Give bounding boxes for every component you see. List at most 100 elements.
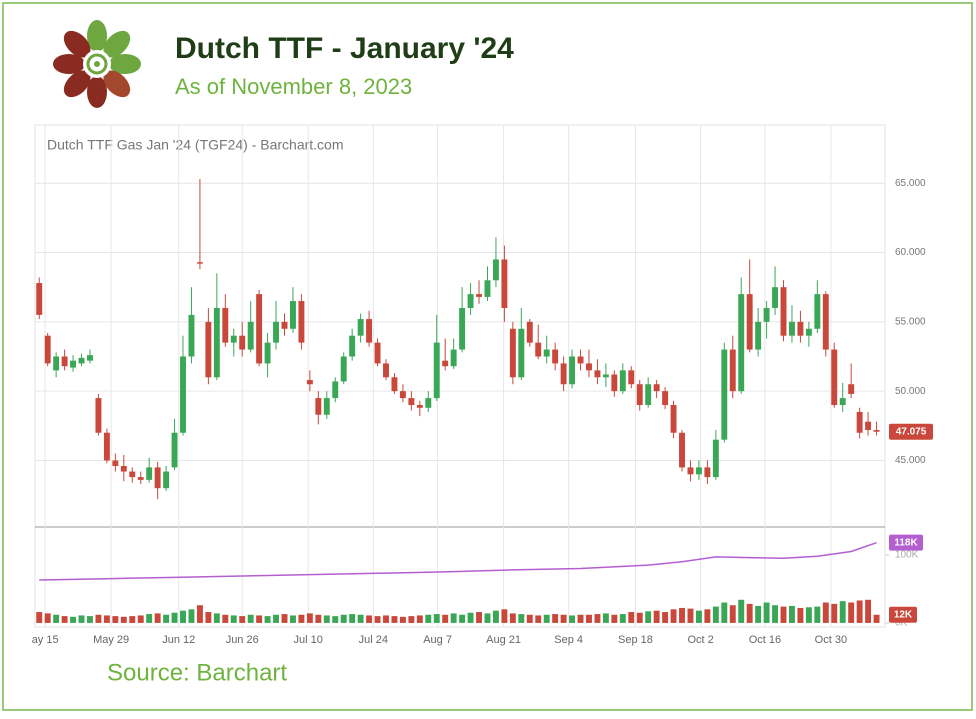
candle-body — [247, 321, 254, 350]
volume-bar — [264, 616, 271, 623]
candle-body — [205, 321, 212, 378]
candle-body — [611, 374, 618, 392]
candle-body — [433, 342, 440, 399]
y2-tick-label: 0K — [895, 618, 908, 629]
candle-body — [704, 467, 711, 478]
candle-body — [399, 391, 406, 399]
volume-bar — [805, 607, 812, 623]
volume-tag — [889, 606, 917, 623]
y-tick-label: 50.000 — [895, 386, 926, 397]
volume-bar — [120, 616, 127, 623]
candle-body — [315, 398, 322, 415]
y-tick-label: 55.000 — [895, 316, 926, 327]
candle-body — [383, 363, 389, 378]
candle-body — [44, 335, 51, 364]
volume-bar — [577, 614, 584, 623]
volume-bar — [695, 610, 702, 623]
candle-body — [856, 411, 863, 433]
volume-bar — [628, 612, 635, 623]
candle-body — [425, 398, 432, 408]
candle-body — [687, 467, 694, 475]
volume-bar — [535, 615, 542, 623]
candle-body — [805, 328, 812, 336]
candle-body — [695, 467, 702, 475]
x-tick-label: Sep 18 — [618, 634, 653, 646]
candle-body — [87, 355, 93, 361]
x-tick-label: May 29 — [93, 634, 129, 646]
candle-body — [450, 349, 457, 367]
candle-body — [602, 374, 609, 378]
volume-bar — [95, 614, 102, 623]
volume-bar — [196, 605, 203, 623]
volume-bar — [129, 616, 136, 623]
volume-bar — [366, 615, 373, 623]
volume-bar — [670, 609, 677, 623]
candle-body — [670, 405, 677, 433]
volume-bar — [839, 601, 846, 623]
candle-body — [36, 283, 43, 315]
volume-bar — [873, 614, 880, 623]
candle-body — [772, 287, 779, 308]
volume-bar — [112, 616, 119, 623]
volume-bar — [755, 605, 762, 623]
candle-body — [264, 342, 271, 364]
volume-bar — [374, 616, 381, 623]
candle-body — [137, 477, 144, 480]
volume-bar — [298, 614, 305, 623]
open-interest-line — [39, 541, 877, 581]
candle-body — [196, 262, 203, 264]
candle-body — [636, 384, 643, 406]
volume-bar — [865, 599, 872, 623]
candle-body — [112, 460, 119, 467]
candle-body — [340, 356, 347, 382]
candle-body — [721, 349, 728, 440]
candle-body — [628, 370, 635, 385]
volume-bar — [560, 614, 567, 623]
candle-body — [256, 294, 263, 364]
candle-body — [332, 381, 339, 399]
volume-bar — [704, 609, 711, 623]
volume-bar — [780, 606, 787, 623]
candle-body — [712, 439, 719, 478]
volume-bar — [467, 612, 474, 623]
volume-bar — [509, 613, 516, 623]
volume-bar — [526, 614, 533, 623]
candle-body — [645, 384, 652, 406]
logo — [53, 20, 141, 108]
volume-bar — [433, 614, 440, 623]
subtitle: As of November 8, 2023 — [175, 74, 412, 99]
candle-body — [306, 380, 313, 385]
candle-body — [738, 294, 745, 392]
candle-body — [273, 321, 280, 343]
volume-bar — [442, 614, 449, 623]
candle-body — [459, 307, 466, 350]
volume-bar — [61, 616, 68, 623]
x-tick-label: Jul 10 — [294, 634, 323, 646]
volume-bar — [273, 614, 280, 623]
volume-bar — [822, 602, 829, 623]
candle-body — [848, 384, 855, 394]
volume-bar — [180, 610, 186, 623]
volume-bar — [746, 603, 753, 623]
chart-title: Dutch TTF Gas Jan '24 (TGF24) - Barchart… — [47, 137, 344, 153]
candle-body — [586, 363, 592, 371]
y-tick-label: 65.000 — [895, 178, 926, 189]
volume-bar — [679, 607, 685, 623]
volume-bar — [399, 616, 406, 623]
volume-bar — [44, 613, 51, 623]
candle-body — [662, 391, 669, 406]
volume-bar — [856, 600, 863, 623]
volume-bar — [459, 614, 466, 623]
volume-bar — [501, 609, 508, 623]
volume-bar — [205, 612, 212, 623]
candle-body — [146, 467, 153, 480]
candle-body — [653, 384, 660, 392]
volume-bar — [602, 613, 609, 623]
volume-bar — [763, 602, 770, 623]
y2-tick-label: 100K — [895, 550, 919, 561]
volume-bar — [383, 615, 389, 623]
volume-bar — [586, 614, 592, 623]
candle-body — [594, 370, 601, 378]
candle-body — [103, 432, 110, 461]
